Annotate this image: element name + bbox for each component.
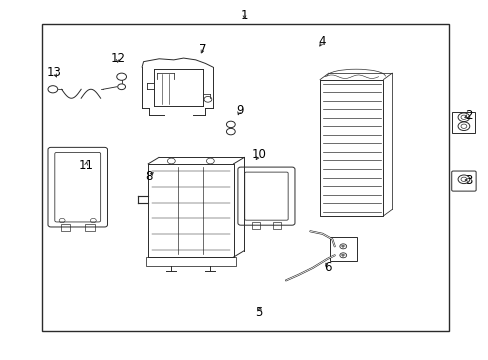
Bar [85,224,95,231]
Text: 8: 8 [145,170,153,183]
Text: 13: 13 [47,66,61,79]
Text: 1: 1 [240,9,248,22]
Bar [273,222,281,229]
Text: 2: 2 [464,109,471,122]
Text: 12: 12 [110,51,125,64]
Text: 6: 6 [323,261,330,274]
Bar [145,257,236,266]
Text: 11: 11 [79,159,93,172]
Bar [251,222,259,229]
Bar [451,112,474,134]
Text: 5: 5 [255,306,262,319]
Bar [42,24,448,330]
Text: 9: 9 [235,104,243,117]
Bar [61,224,70,231]
Text: 7: 7 [199,42,206,55]
Text: 10: 10 [251,148,266,161]
Bar [329,237,356,261]
Text: 4: 4 [318,35,325,49]
Text: 3: 3 [464,174,471,186]
